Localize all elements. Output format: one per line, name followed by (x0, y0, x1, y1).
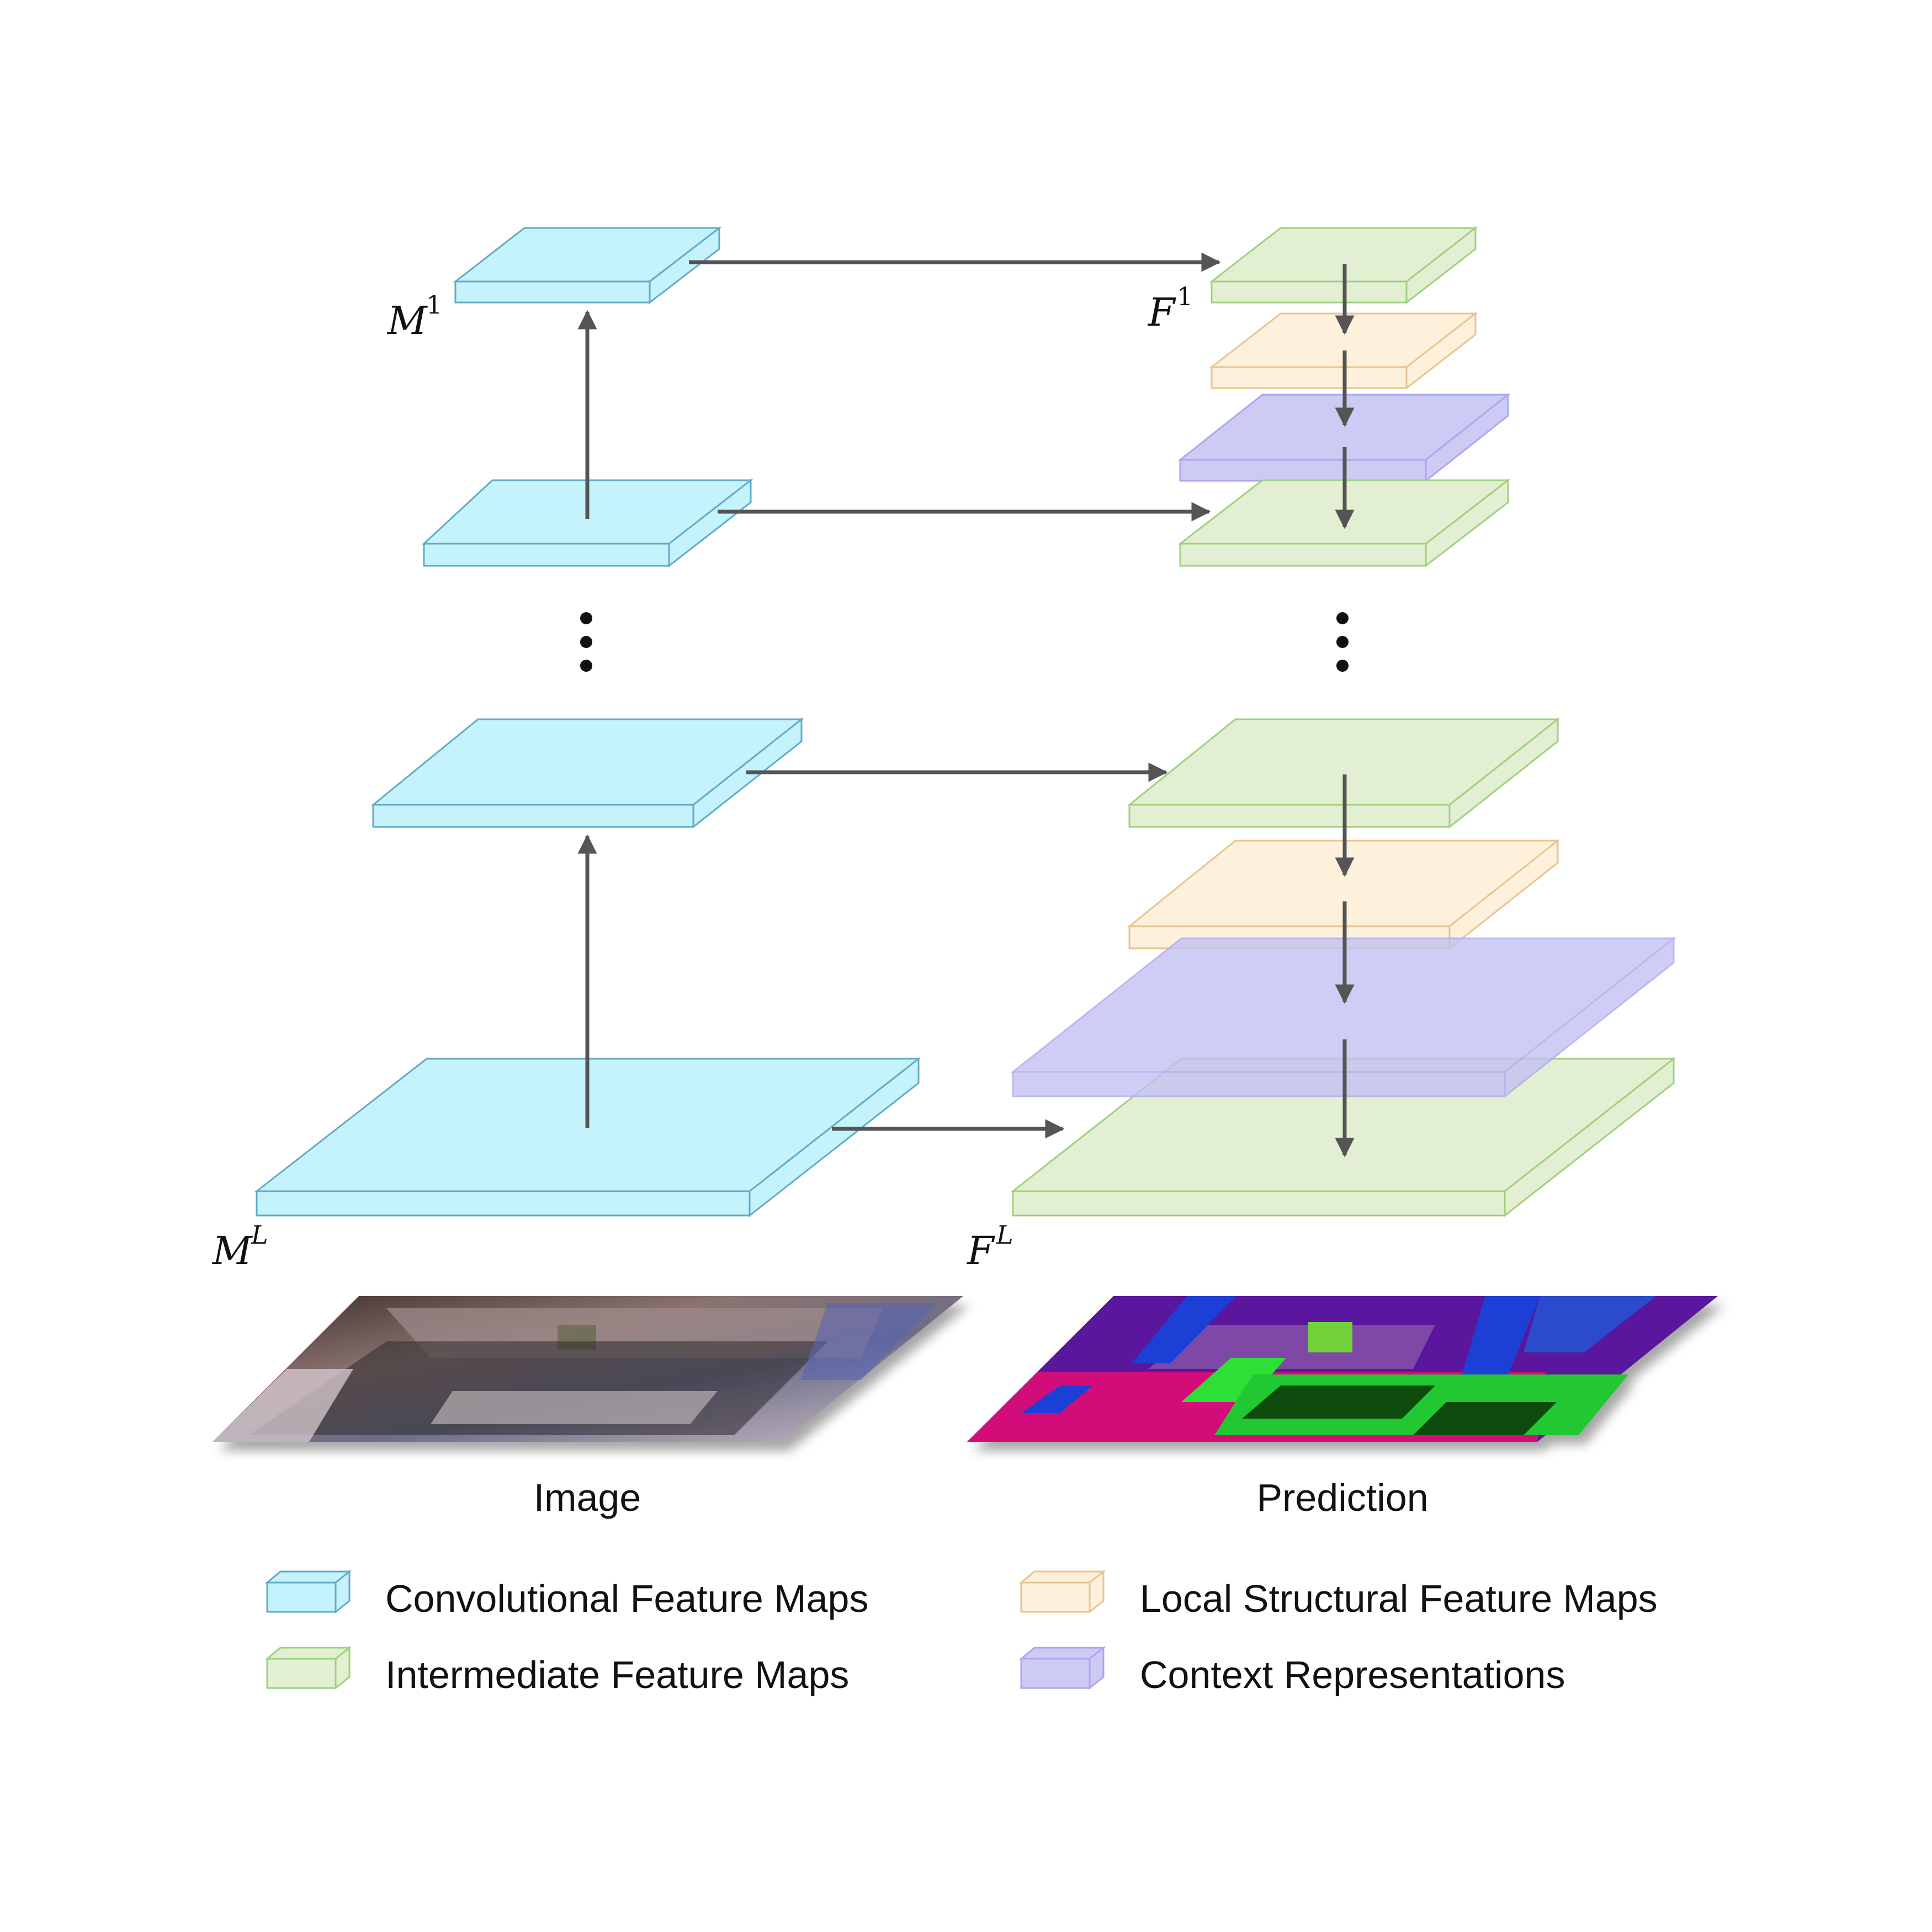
caption-image: Image (534, 1476, 641, 1519)
legend-label-context: Context Representations (1140, 1653, 1565, 1696)
prediction-map (967, 1296, 1718, 1442)
legend-swatch-conv (264, 1569, 352, 1614)
legend-swatch-inter (264, 1646, 352, 1690)
legend-item-inter: Intermediate Feature Maps (264, 1646, 849, 1696)
legend-label-conv: Convolutional Feature Maps (385, 1577, 868, 1620)
slab-side (1504, 1057, 1675, 1218)
svg-text:1: 1 (426, 290, 442, 320)
svg-text:1: 1 (1177, 282, 1193, 311)
svg-text:L: L (996, 1220, 1013, 1250)
svg-text:M: M (211, 1228, 253, 1273)
legend-swatch-context (1018, 1646, 1106, 1690)
label-fl: F L (966, 1220, 1013, 1273)
ellipsis-right (1336, 612, 1349, 672)
ellipsis-left (580, 612, 592, 672)
slab-front (1012, 1190, 1506, 1217)
legend: Convolutional Feature Maps Local Structu… (264, 1569, 1658, 1696)
svg-text:L: L (251, 1220, 268, 1250)
svg-text:F: F (966, 1228, 995, 1273)
input-image (213, 1296, 963, 1442)
legend-label-inter: Intermediate Feature Maps (385, 1653, 849, 1696)
conv-map-1 (453, 226, 722, 305)
conv-map-3 (370, 717, 804, 829)
slab-front (454, 280, 651, 304)
slab-front (1012, 1071, 1506, 1097)
slab-side (1405, 311, 1477, 390)
slab-side (1504, 936, 1675, 1098)
label-m1: M 1 (386, 290, 442, 343)
legend-item-conv: Convolutional Feature Maps (264, 1569, 868, 1620)
slab-front (1211, 280, 1408, 304)
slab-front (256, 1190, 751, 1217)
inter-map-3 (1127, 717, 1561, 829)
slab-side (749, 1057, 920, 1218)
slab-front (1128, 804, 1451, 828)
slab-front (372, 804, 694, 828)
local-map-1 (1209, 311, 1478, 390)
slab-side (668, 478, 752, 568)
legend-item-local: Local Structural Feature Maps (1018, 1569, 1658, 1620)
slab-side (1448, 717, 1559, 829)
legend-swatch-local (1018, 1569, 1106, 1614)
slab-side (649, 226, 720, 305)
svg-text:F: F (1147, 290, 1176, 335)
legend-item-context: Context Representations (1018, 1646, 1565, 1696)
slab-front (1179, 543, 1427, 567)
svg-text:M: M (386, 298, 428, 343)
context-map-1 (1177, 392, 1511, 483)
slab-front (1179, 459, 1427, 482)
label-f1: F 1 (1147, 282, 1193, 335)
slab-side (1425, 392, 1509, 483)
slab-front (423, 543, 670, 567)
legend-label-local: Local Structural Feature Maps (1140, 1577, 1658, 1620)
slab-side (1405, 226, 1477, 305)
slab-side (1425, 478, 1509, 568)
inter-map-1 (1209, 226, 1478, 305)
slab-front (1211, 366, 1408, 389)
caption-prediction: Prediction (1256, 1476, 1428, 1519)
context-map-L (1010, 936, 1676, 1098)
label-ml: M L (211, 1220, 268, 1273)
